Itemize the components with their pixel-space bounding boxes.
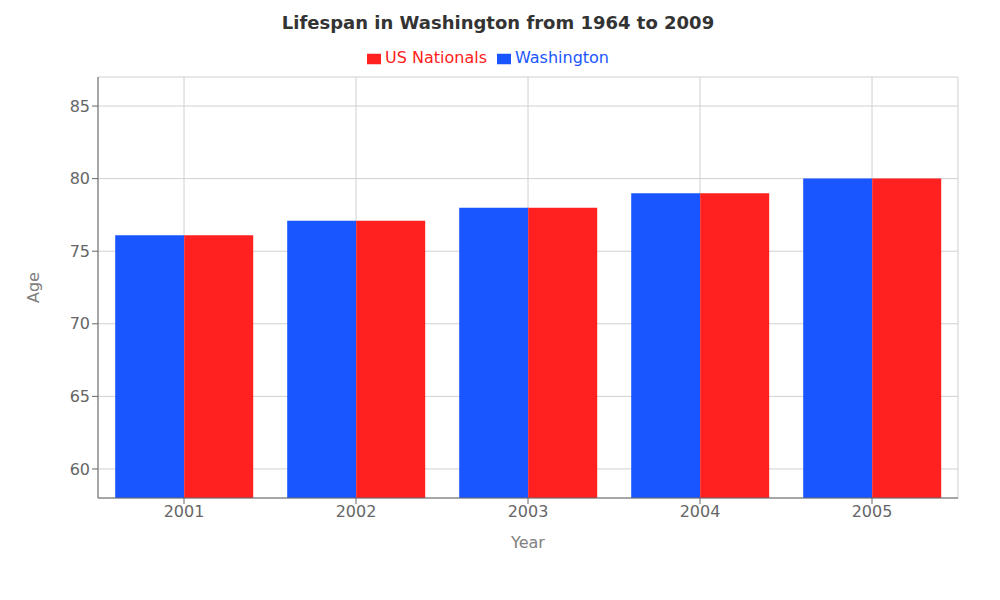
svg-text:2004: 2004 <box>680 502 721 521</box>
svg-text:60: 60 <box>70 460 90 479</box>
svg-text:Year: Year <box>510 533 545 552</box>
svg-text:65: 65 <box>70 387 90 406</box>
svg-text:80: 80 <box>70 169 90 188</box>
svg-text:Age: Age <box>24 272 43 303</box>
svg-text:70: 70 <box>70 314 90 333</box>
svg-text:2003: 2003 <box>508 502 549 521</box>
svg-text:2001: 2001 <box>164 502 205 521</box>
html-text:Washington: Washington <box>515 48 609 67</box>
html-text:US Nationals: US Nationals <box>385 48 487 67</box>
html-text:Lifespan in Washington from 19: Lifespan in Washington from 1964 to 2009 <box>281 12 715 33</box>
svg-text:2002: 2002 <box>336 502 377 521</box>
svg-text:2005: 2005 <box>852 502 893 521</box>
svg-text:85: 85 <box>70 97 90 116</box>
svg-text:75: 75 <box>70 242 90 261</box>
